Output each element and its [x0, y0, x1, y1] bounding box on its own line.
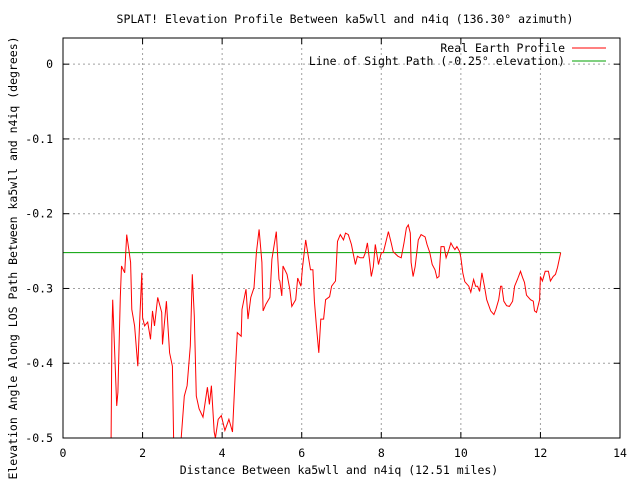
legend-label-real-earth-profile: Real Earth Profile — [440, 41, 565, 55]
x-axis-label: Distance Between ka5wll and n4iq (12.51 … — [180, 463, 499, 477]
x-tick-label: 0 — [60, 446, 67, 460]
plot-border — [62, 37, 621, 439]
legend: Real Earth Profile Line of Sight Path (-… — [309, 41, 606, 68]
x-tick-label: 4 — [219, 446, 226, 460]
y-tick-label: -0.5 — [25, 431, 53, 445]
x-tick-label: 14 — [613, 446, 627, 460]
x-tick-label: 2 — [139, 446, 146, 460]
series-layer — [63, 223, 562, 438]
y-axis-label: Elevation Angle Along LOS Path Between k… — [6, 36, 20, 479]
x-tick-label: 12 — [533, 446, 547, 460]
y-tick-label: -0.4 — [25, 356, 53, 370]
y-tick-label: -0.2 — [25, 207, 53, 221]
real-earth-profile-line — [110, 223, 562, 438]
axis-ticks: 0 2 4 6 8 10 12 14 0 -0.1 -0.2 -0.3 -0.4 -0.5 — [25, 38, 627, 460]
grid — [63, 38, 620, 438]
y-tick-label: -0.1 — [25, 132, 53, 146]
y-tick-label: 0 — [46, 57, 53, 71]
x-tick-label: 6 — [298, 446, 305, 460]
x-tick-label: 10 — [454, 446, 468, 460]
y-tick-label: -0.3 — [25, 281, 53, 295]
x-tick-label: 8 — [378, 446, 385, 460]
legend-label-line-of-sight: Line of Sight Path (-0.25° elevation) — [309, 54, 565, 68]
chart-title: SPLAT! Elevation Profile Between ka5wll … — [117, 12, 574, 26]
